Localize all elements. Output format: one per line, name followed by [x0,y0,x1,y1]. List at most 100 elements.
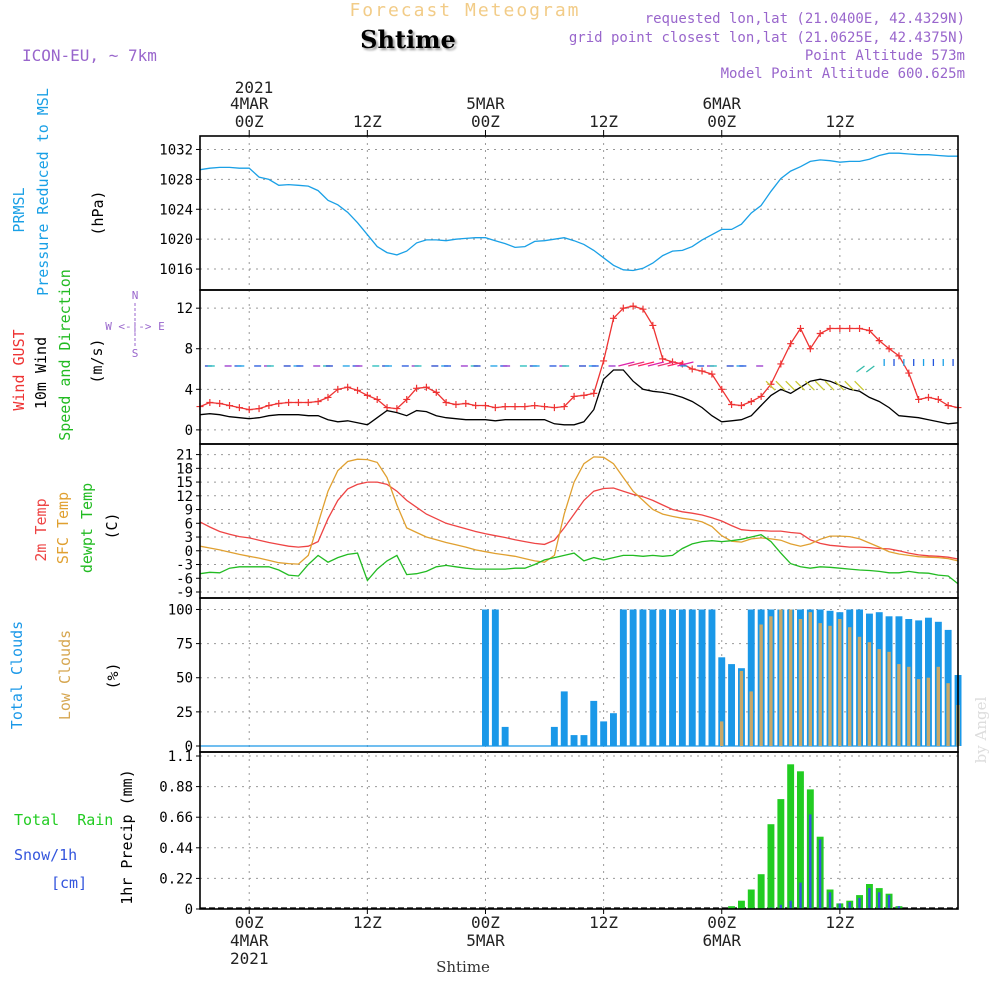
wind-gust-point [531,402,539,410]
temperature-sfc-line [199,456,959,565]
wind-gust-point [265,402,273,410]
precip-rain-bar [797,771,804,909]
clouds-total-bar [619,609,627,746]
precip-snow-bar [799,882,802,909]
clouds-low-bar [877,649,881,746]
wind-gust-line [199,305,959,411]
clouds-low-bar [838,619,842,746]
wind-gust-point [491,404,499,412]
clouds-total-bar [659,609,667,746]
clouds-low-bar [720,721,724,746]
wind-gust-point [590,389,598,397]
wind-gust-point [216,400,224,408]
precip-panel: 0 0.22 0.44 0.66 0.88 1.1 [159,749,959,918]
clouds-ytick-label: 50 [176,671,193,687]
wind-gust-point [728,401,736,409]
precip-rain-bar [747,889,755,909]
wind-gust-point [856,324,864,332]
precip-ytick-label: 0.44 [159,841,193,857]
top-hour-label: 00Z [707,112,736,131]
top-hour-label: 12Z [825,112,854,131]
snow-unit: [cm] [51,874,87,892]
wind-label: 10m Wind [32,337,50,409]
wind-gust-point [285,399,293,406]
clouds-low-bar [867,642,872,746]
temp-unit: (C) [103,512,121,539]
wind-gust-point [403,395,411,403]
wind-gust-point [816,330,824,338]
wind-gust-point [875,337,883,345]
precip-frame [199,751,959,910]
wind-gust-point [226,402,234,410]
pressure-ytick-label: 1024 [159,202,193,218]
precip-snow-bar [779,904,782,909]
top-date-label: 5MAR [466,94,505,113]
snow-label: Snow/1h [14,846,77,864]
wind-gust-point [600,357,608,365]
wind-gust-point [905,369,913,377]
clouds-low-bar [739,670,744,746]
precip-snow-bar [878,892,881,909]
wind-gust-point [787,340,795,348]
temperature-t2m-line [199,481,959,560]
clouds-panel: 0 25 50 75 100 [168,597,962,755]
bottom-hour-label: 12Z [825,913,854,932]
wind-gust-point [334,385,342,393]
wind-gust-point [393,405,401,413]
precip-ytick-label: 0.66 [159,810,193,826]
wind-gust-point [481,402,489,410]
wind-direction-arrow [775,380,786,391]
wind-gust-point [649,321,657,329]
wind-direction-arrow [628,361,645,367]
clouds-low-bar [779,609,783,746]
clouds-low-bar [857,636,862,746]
temp-label: 2m Temp [32,498,50,561]
clouds-total-bar [678,609,686,746]
clouds-total-bar [718,657,726,747]
precip-snow-bar [809,814,812,909]
sfc-temp-label: SFC Temp [54,492,72,564]
clouds-total-bar [491,609,499,746]
wind-gust-point [511,403,519,411]
wind-gust-point [462,400,470,408]
wind-gust-point [344,383,352,391]
wind-direction-arrow [804,380,815,391]
app-title: Forecast Meteogram [349,0,580,21]
wind-gust-point [846,324,854,332]
precip-snow-bar [838,903,841,909]
clouds-total-bar [610,713,617,746]
wind-gust-point [865,326,873,334]
model-label: ICON-EU, ~ 7km [22,46,157,65]
model-altitude: Model Point Altitude 600.625m [721,66,965,82]
wind-direction-arrow [795,380,806,391]
temperature-ytick-label: 21 [176,448,193,464]
precip-rain-bar [777,799,785,909]
wind-gust-point [895,352,903,360]
precip-rain-bar [738,900,745,909]
top-hour-label: 12Z [353,112,382,131]
wind-gust-point [442,399,450,406]
bottom-date-label: 6MAR [702,931,741,950]
clouds-ytick-label: 0 [185,739,193,755]
top-year-label: 2021 [235,78,274,97]
panel-labels: PRMSL Pressure Reduced to MSL (hPa) Wind… [8,88,165,905]
point-altitude: Point Altitude 573m [805,48,965,64]
wind-gust-point [206,399,214,406]
precip-snow-bar [887,895,891,909]
clouds-low-bar [916,679,921,746]
wind-gust-point [452,401,460,409]
temperature-ytick-label: 12 [176,489,193,505]
pressure-ytick-label: 1020 [159,232,193,248]
wind-gust-point [659,355,667,363]
pressure-frame [199,135,959,291]
precip-snow-bar [868,888,871,909]
clouds-total-bar [728,664,735,746]
clouds-total-bar [747,609,755,746]
precip-snow-bar [897,906,901,909]
wind-ytick-label: 0 [185,423,193,439]
precip-snow-bar [858,897,861,909]
wind-gust-point [570,392,578,400]
compass-north: N [132,289,139,302]
